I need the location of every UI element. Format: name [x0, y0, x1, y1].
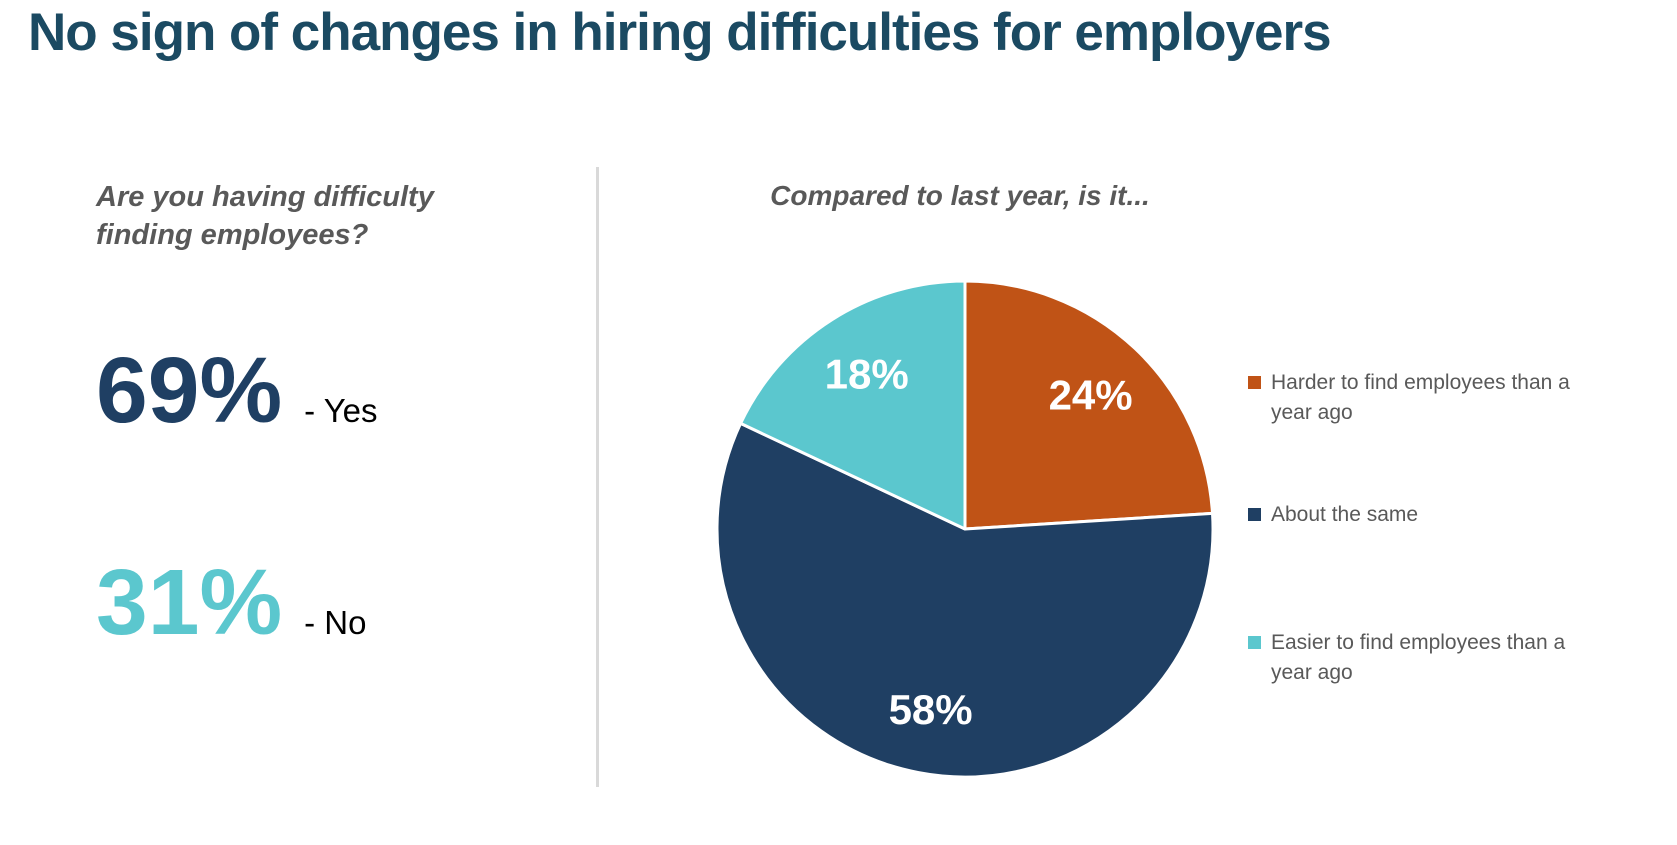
pie-slice-0: [963, 279, 1215, 531]
legend-item-harder: Harder to find employees than a year ago: [1248, 368, 1571, 428]
legend-item-easier: Easier to find employees than a year ago: [1248, 628, 1571, 688]
stat-no: 31% - No: [96, 556, 366, 649]
left-question-text: Are you having difficulty finding employ…: [96, 181, 434, 252]
pie-slice-label-0: 24%: [1049, 372, 1133, 419]
stat-yes-label: - Yes: [304, 392, 378, 429]
pie-slice-2: [739, 279, 967, 531]
legend-swatch-harder: [1248, 376, 1261, 389]
legend-label-harder: Harder to find employees than a year ago: [1271, 371, 1570, 424]
stat-yes: 69% - Yes: [96, 344, 378, 437]
page-title: No sign of changes in hiring difficultie…: [28, 3, 1332, 62]
stat-no-label: - No: [304, 604, 367, 641]
legend-swatch-same: [1248, 508, 1261, 521]
pie-slice-1: [715, 421, 1215, 779]
pie-chart-title: Compared to last year, is it...: [770, 180, 1150, 211]
legend-swatch-easier: [1248, 636, 1261, 649]
legend-label-easier: Easier to find employees than a year ago: [1271, 631, 1566, 684]
pie-chart: 24% 58% 18%: [715, 279, 1215, 779]
pie-slice-label-2: 18%: [825, 351, 909, 398]
legend-label-same: About the same: [1271, 503, 1419, 526]
stat-no-value: 31%: [96, 550, 283, 654]
stat-yes-value: 69%: [96, 338, 283, 442]
vertical-divider: [596, 167, 599, 787]
legend-item-same: About the same: [1248, 500, 1418, 530]
pie-slice-label-1: 58%: [889, 686, 973, 733]
